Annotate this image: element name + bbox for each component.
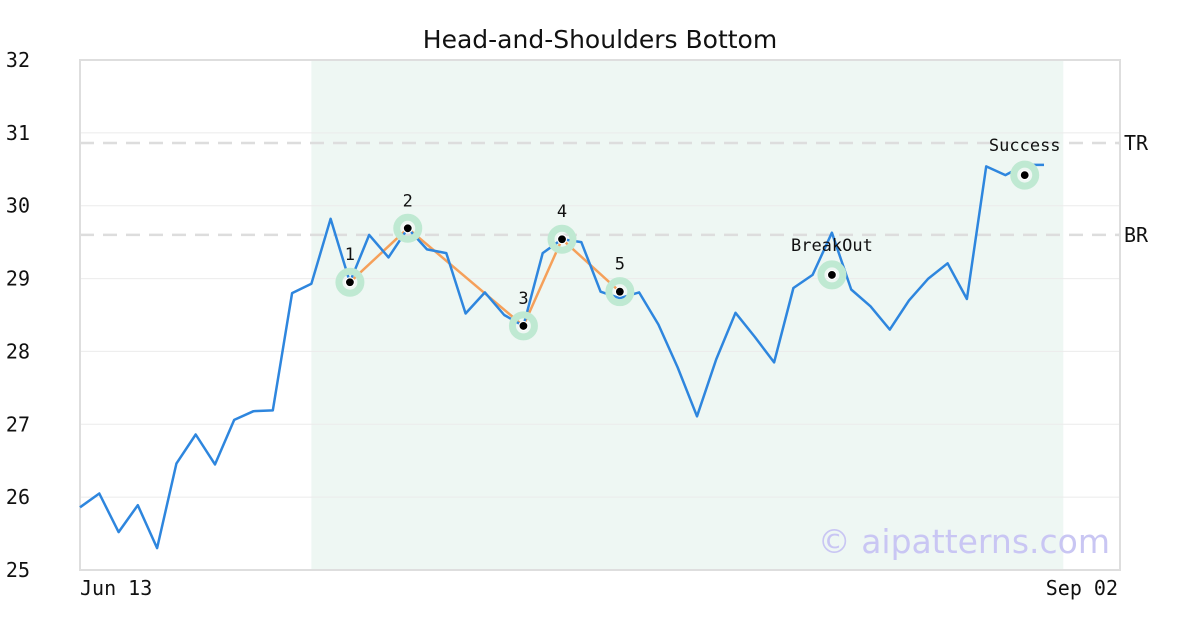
event-point-dot xyxy=(826,269,838,281)
y-tick-label: 32 xyxy=(6,48,30,72)
y-tick-label: 30 xyxy=(6,194,30,218)
y-tick-label: 27 xyxy=(6,412,30,436)
x-axis-ticks: Jun 13 Sep 02 xyxy=(80,576,1118,600)
y-tick-label: 28 xyxy=(6,339,30,363)
pattern-point-halo xyxy=(547,224,577,254)
pattern-point-label: 2 xyxy=(403,191,413,211)
event-point-dot xyxy=(1019,170,1030,181)
pattern-point-dot xyxy=(556,234,568,245)
pattern-point-dot xyxy=(402,223,413,234)
event-markers: BreakOut Success xyxy=(791,136,1061,290)
pattern-point-label: 5 xyxy=(615,255,625,275)
y-tick-label: 31 xyxy=(6,121,30,145)
pattern-point-dot xyxy=(344,277,356,288)
pattern-point-dot xyxy=(518,320,529,332)
plot-frame xyxy=(79,59,1121,571)
x-tick-label: Sep 02 xyxy=(1046,576,1118,600)
y-tick-label: 26 xyxy=(6,485,30,509)
pattern-point-halo xyxy=(508,311,538,341)
y-tick-label: 29 xyxy=(6,267,30,291)
pattern-point-halo xyxy=(335,267,365,297)
pattern-point-label: 3 xyxy=(518,289,528,309)
pattern-point-label: 4 xyxy=(557,202,567,222)
pattern-point-halo xyxy=(393,213,423,243)
event-point-halo xyxy=(817,260,847,290)
y-tick-label: 25 xyxy=(6,558,30,582)
event-point-halo xyxy=(1010,160,1040,190)
pattern-point-halo xyxy=(605,277,635,307)
event-point-label: Success xyxy=(989,136,1061,156)
pattern-highlight-region xyxy=(311,60,1064,570)
grid xyxy=(80,132,1120,498)
pattern-markers: 1 2 3 4 5 xyxy=(335,191,635,341)
watermark: © aipatterns.com xyxy=(818,522,1110,561)
pattern-point-label: 1 xyxy=(345,245,355,265)
y-axis-ticks: 25 26 27 28 29 30 31 32 xyxy=(6,48,30,582)
event-point-label: BreakOut xyxy=(791,236,873,256)
level-label: TR xyxy=(1124,131,1149,155)
level-lines: TR BR xyxy=(80,131,1149,247)
level-label: BR xyxy=(1124,223,1149,247)
chart-title: Head-and-Shoulders Bottom xyxy=(423,25,777,54)
x-tick-label: Jun 13 xyxy=(80,576,152,600)
pattern-point-dot xyxy=(614,286,625,297)
